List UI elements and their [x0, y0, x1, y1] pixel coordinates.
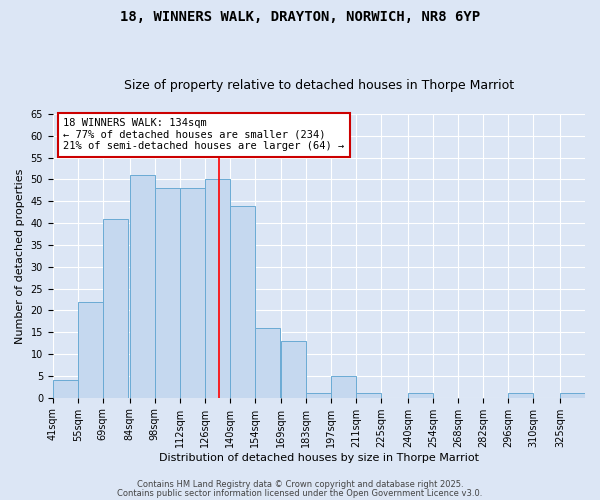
Text: 18 WINNERS WALK: 134sqm
← 77% of detached houses are smaller (234)
21% of semi-d: 18 WINNERS WALK: 134sqm ← 77% of detache…	[64, 118, 344, 152]
Bar	[179, 188, 205, 398]
Title: Size of property relative to detached houses in Thorpe Marriot: Size of property relative to detached ho…	[124, 79, 514, 92]
Bar	[307, 394, 331, 398]
Bar	[356, 394, 382, 398]
Bar	[230, 206, 254, 398]
Y-axis label: Number of detached properties: Number of detached properties	[15, 168, 25, 344]
Bar	[560, 394, 585, 398]
Bar	[155, 188, 179, 398]
Bar	[103, 219, 128, 398]
Bar	[78, 302, 103, 398]
X-axis label: Distribution of detached houses by size in Thorpe Marriot: Distribution of detached houses by size …	[159, 452, 479, 462]
Bar	[205, 180, 230, 398]
Text: Contains public sector information licensed under the Open Government Licence v3: Contains public sector information licen…	[118, 488, 482, 498]
Bar	[408, 394, 433, 398]
Bar	[508, 394, 533, 398]
Text: 18, WINNERS WALK, DRAYTON, NORWICH, NR8 6YP: 18, WINNERS WALK, DRAYTON, NORWICH, NR8 …	[120, 10, 480, 24]
Bar	[331, 376, 356, 398]
Text: Contains HM Land Registry data © Crown copyright and database right 2025.: Contains HM Land Registry data © Crown c…	[137, 480, 463, 489]
Bar	[130, 175, 155, 398]
Bar	[281, 341, 307, 398]
Bar	[53, 380, 78, 398]
Bar	[254, 328, 280, 398]
